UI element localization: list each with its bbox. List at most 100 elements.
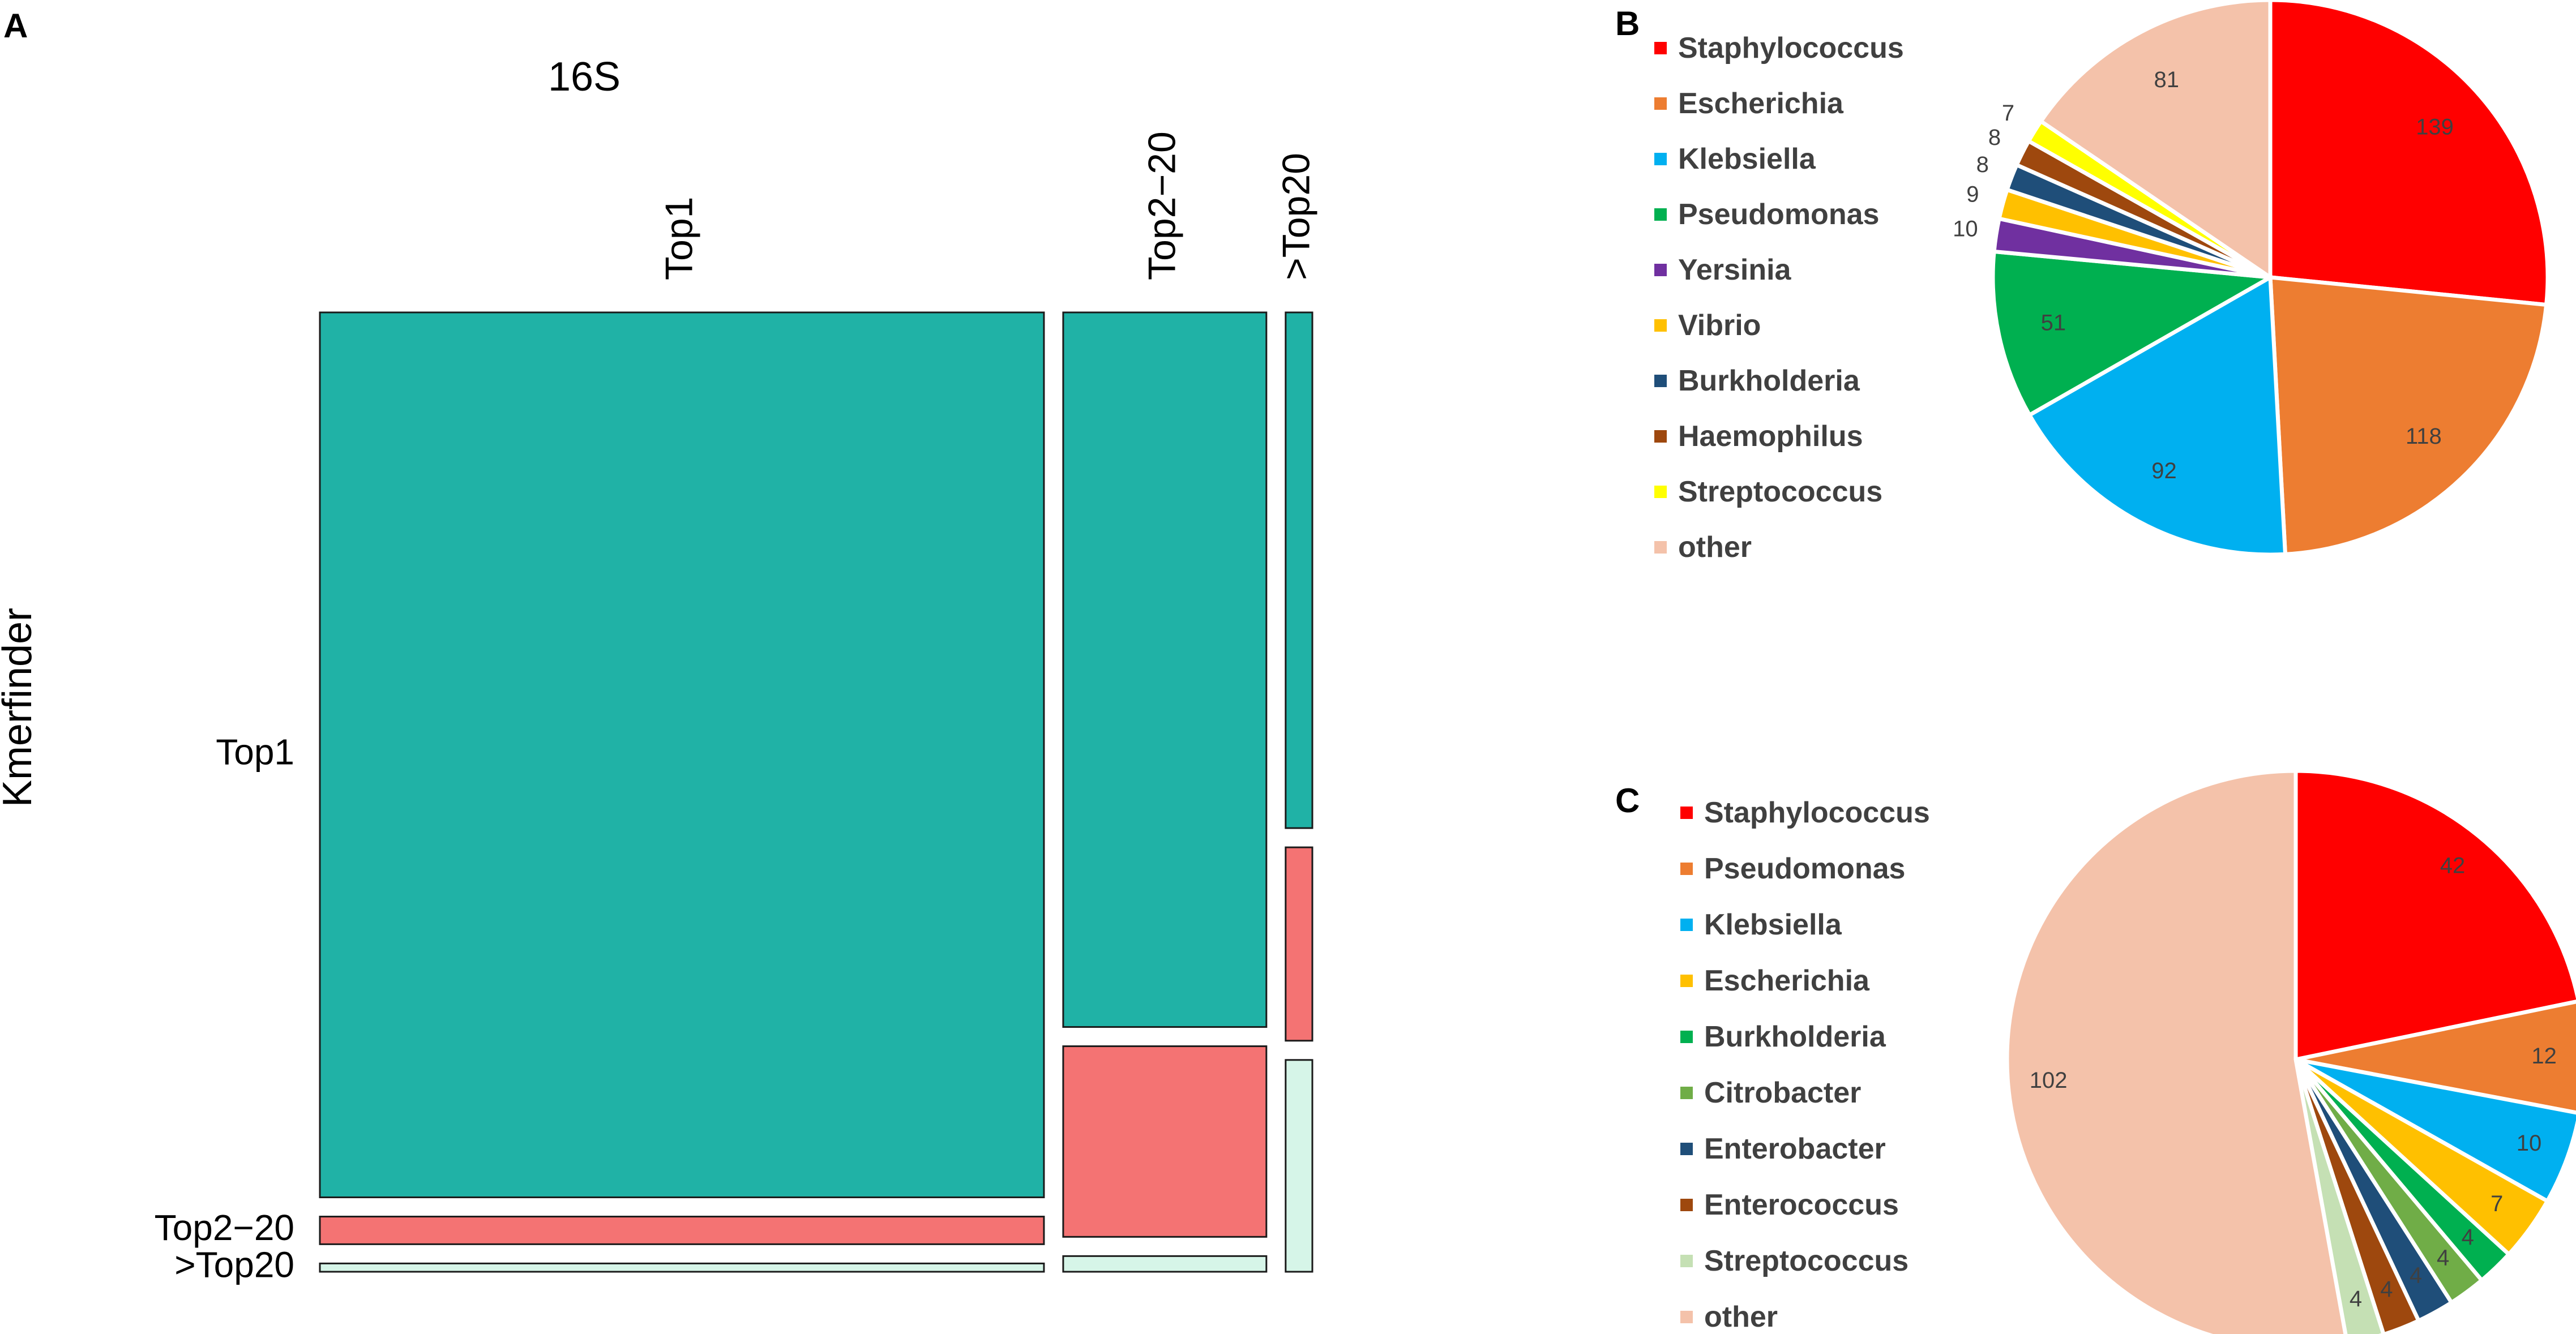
- legend-label-other: other: [1704, 1301, 1778, 1333]
- data-label-enterococcus: 4: [2380, 1277, 2393, 1302]
- data-label-burkholderia: 4: [2462, 1225, 2474, 1250]
- legend-swatch-pseudomonas: [1654, 208, 1667, 221]
- row-labels: Top1 Top2−20>Top20: [155, 732, 294, 1285]
- pie-slice-other: [2038, 0, 2273, 281]
- legend-label-staphylococcus: Staphylococcus: [1678, 32, 1904, 65]
- legend-label-pseudomonas: Pseudomonas: [1678, 198, 1879, 231]
- legend-label-streptococcus: Streptococcus: [1678, 475, 1882, 508]
- data-label-pseudomonas: 12: [2531, 1044, 2557, 1069]
- mosaic-panel: A 16S Kmerfinder Top1 Top2−20 >Top20 Top1T…: [0, 7, 1317, 1285]
- mosaic-tile-top2-20-top20: [1062, 1255, 1268, 1273]
- mosaic-tile-top2-20-top2-20: [1062, 1045, 1268, 1238]
- legend-label-citrobacter: Citrobacter: [1704, 1076, 1861, 1109]
- column-label-top20: >Top20: [1274, 153, 1317, 280]
- data-label-escherichia: 7: [2491, 1191, 2503, 1216]
- legend-label-enterococcus: Enterococcus: [1704, 1189, 1899, 1221]
- data-label-haemophilus: 8: [1988, 125, 2001, 150]
- legend-swatch-citrobacter: [1680, 1087, 1693, 1099]
- legend-swatch-escherichia: [1654, 97, 1667, 110]
- mosaic-tile-top1-top20: [319, 1262, 1045, 1273]
- legend-swatch-klebsiella: [1654, 153, 1667, 165]
- data-label-yersinia: 10: [1953, 216, 1978, 241]
- legend-swatch-klebsiella: [1680, 919, 1693, 931]
- legend-label-haemophilus: Haemophilus: [1678, 420, 1863, 453]
- data-label-citrobacter: 4: [2437, 1246, 2449, 1271]
- data-label-klebsiella: 92: [2151, 458, 2177, 483]
- legend-swatch-burkholderia: [1680, 1031, 1693, 1043]
- mosaic-tile-top1-top1: [319, 311, 1045, 1199]
- pie-slice-enterococcus: [2293, 1058, 2421, 1334]
- legend-swatch-enterobacter: [1680, 1143, 1693, 1155]
- legend-swatch-streptococcus: [1680, 1255, 1693, 1267]
- data-label-burkholderia: 8: [1976, 152, 1989, 177]
- legend-swatch-burkholderia: [1654, 375, 1667, 387]
- legend-label-other: other: [1678, 531, 1752, 564]
- mosaic-tiles: [319, 311, 1313, 1273]
- pie-slice-staphylococcus: [2268, 0, 2550, 307]
- pie-panel-b: B Staphylococcus Escherichia Klebsiella Pse…: [1615, 0, 2550, 564]
- legend-label-burkholderia: Burkholderia: [1678, 364, 1860, 397]
- data-label-staphylococcus: 42: [2440, 853, 2466, 878]
- legend-b: Staphylococcus Escherichia Klebsiella Pseud…: [1654, 32, 1904, 564]
- data-label-staphylococcus: 139: [2416, 114, 2454, 139]
- pie-slice-other: [2005, 769, 2348, 1334]
- data-label-pseudomonas: 51: [2041, 311, 2066, 336]
- pie-slice-escherichia: [2268, 275, 2549, 556]
- column-labels: Top1 Top2−20 >Top20: [657, 131, 1317, 280]
- legend-swatch-escherichia: [1680, 975, 1693, 987]
- row-label-top20: >Top20: [174, 1245, 294, 1285]
- column-label-top1: Top1: [657, 197, 700, 280]
- legend-swatch-vibrio: [1654, 319, 1667, 332]
- column-label-top2-20: Top2−20: [1140, 131, 1183, 280]
- legend-swatch-streptococcus: [1654, 486, 1667, 498]
- legend-label-yersinia: Yersinia: [1678, 254, 1792, 286]
- pie-slice-streptococcus: [2293, 1058, 2386, 1334]
- pie-slice-klebsiella: [2026, 274, 2288, 557]
- data-label-vibrio: 9: [1966, 182, 1979, 207]
- legend-label-burkholderia: Burkholderia: [1704, 1020, 1886, 1053]
- mosaic-tile-top20-top1: [1285, 311, 1313, 829]
- mosaic-tile-top20-top20: [1285, 1059, 1313, 1273]
- panel-label-c: C: [1615, 782, 1640, 820]
- legend-label-escherichia: Escherichia: [1678, 87, 1844, 120]
- row-label-top1: Top1: [216, 732, 294, 773]
- pie-slice-pseudomonas: [2295, 1000, 2576, 1115]
- legend-label-enterobacter: Enterobacter: [1704, 1133, 1886, 1165]
- panel-label-a: A: [3, 7, 28, 45]
- data-label-streptococcus: 4: [2350, 1286, 2362, 1311]
- legend-swatch-staphylococcus: [1654, 42, 1667, 54]
- mosaic-tile-top20-top2-20: [1285, 846, 1313, 1042]
- data-label-other: 81: [2154, 67, 2179, 92]
- legend-swatch-other: [1654, 541, 1667, 554]
- legend-label-staphylococcus: Staphylococcus: [1704, 796, 1930, 829]
- mosaic-title: 16S: [548, 54, 621, 100]
- mosaic-tile-top1-top2-20: [319, 1216, 1045, 1245]
- legend-swatch-other: [1680, 1311, 1693, 1323]
- pie-slice-pseudomonas: [1991, 249, 2277, 418]
- legend-label-vibrio: Vibrio: [1678, 309, 1761, 342]
- legend-label-escherichia: Escherichia: [1704, 964, 1870, 997]
- legend-label-streptococcus: Streptococcus: [1704, 1245, 1909, 1277]
- legend-label-klebsiella: Klebsiella: [1704, 908, 1842, 941]
- data-label-other: 102: [2030, 1068, 2068, 1093]
- legend-c: Staphylococcus Pseudomonas Klebsiella Esche…: [1680, 796, 1930, 1333]
- mosaic-tile-top2-20-top1: [1062, 311, 1268, 1028]
- data-label-streptococcus: 7: [2002, 101, 2014, 126]
- data-label-escherichia: 118: [2406, 424, 2442, 449]
- legend-label-klebsiella: Klebsiella: [1678, 143, 1816, 175]
- legend-label-pseudomonas: Pseudomonas: [1704, 852, 1905, 885]
- panel-label-b: B: [1615, 5, 1640, 42]
- legend-swatch-haemophilus: [1654, 430, 1667, 443]
- legend-swatch-staphylococcus: [1680, 807, 1693, 819]
- data-label-enterobacter: 4: [2410, 1263, 2422, 1288]
- legend-swatch-yersinia: [1654, 264, 1667, 276]
- pie-panel-c: C Staphylococcus Pseudomonas Klebsiella Esc…: [1615, 769, 2576, 1334]
- y-axis-label: Kmerfinder: [0, 608, 40, 807]
- pie-slice-staphylococcus: [2293, 769, 2576, 1062]
- legend-swatch-pseudomonas: [1680, 863, 1693, 875]
- row-label-top2-20: Top2−20: [155, 1207, 294, 1248]
- legend-swatch-enterococcus: [1680, 1199, 1693, 1211]
